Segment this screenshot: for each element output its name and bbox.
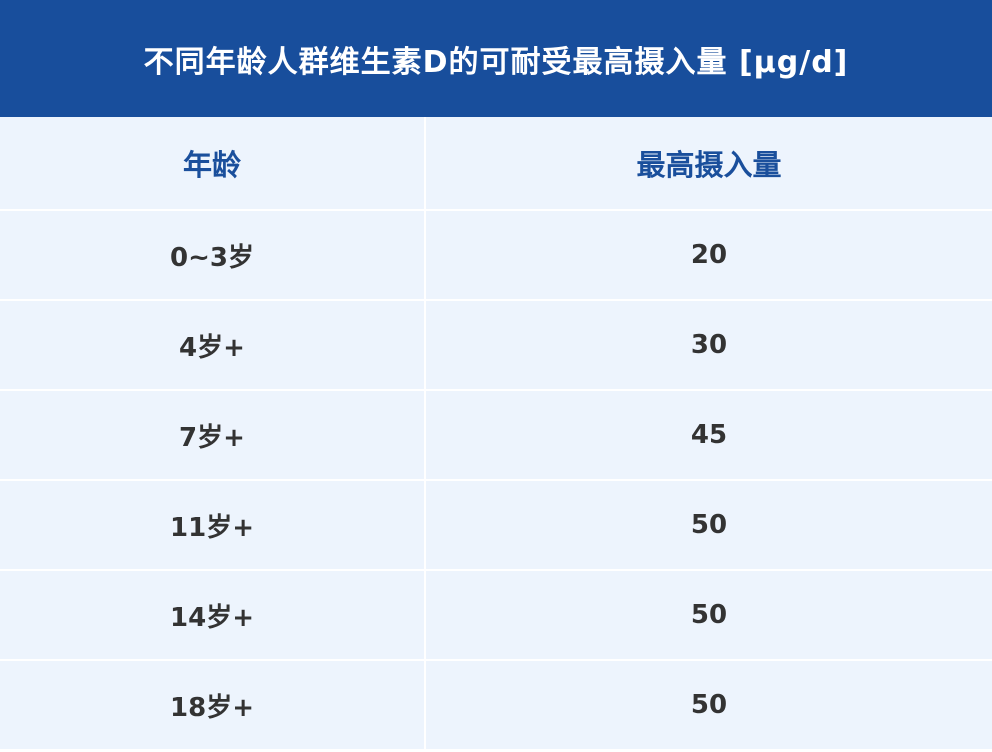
intake-table: 年龄 最高摄入量 0~3岁 20 4岁+ 30 7岁+ 45 11岁+ 50 14岁+ 50 18岁… xyxy=(0,117,992,751)
table-row: 7岁+ 45 xyxy=(0,389,992,481)
column-header-max-intake: 最高摄入量 xyxy=(424,117,992,211)
max-intake-cell: 50 xyxy=(424,569,992,661)
max-intake-cell: 20 xyxy=(424,209,992,301)
table-row: 11岁+ 50 xyxy=(0,479,992,571)
age-cell: 11岁+ xyxy=(0,479,426,571)
table-row: 18岁+ 50 xyxy=(0,659,992,751)
table-row: 14岁+ 50 xyxy=(0,569,992,661)
max-intake-cell: 50 xyxy=(424,659,992,751)
age-cell: 18岁+ xyxy=(0,659,426,751)
max-intake-cell: 50 xyxy=(424,479,992,571)
max-intake-cell: 30 xyxy=(424,299,992,391)
table-title: 不同年龄人群维生素D的可耐受最高摄入量 [μg/d] xyxy=(0,0,992,117)
table-row: 4岁+ 30 xyxy=(0,299,992,391)
age-cell: 14岁+ xyxy=(0,569,426,661)
column-header-age: 年龄 xyxy=(0,117,426,211)
table-row: 0~3岁 20 xyxy=(0,209,992,301)
age-cell: 4岁+ xyxy=(0,299,426,391)
header-row: 年龄 最高摄入量 xyxy=(0,117,992,211)
age-cell: 7岁+ xyxy=(0,389,426,481)
max-intake-cell: 45 xyxy=(424,389,992,481)
age-cell: 0~3岁 xyxy=(0,209,426,301)
